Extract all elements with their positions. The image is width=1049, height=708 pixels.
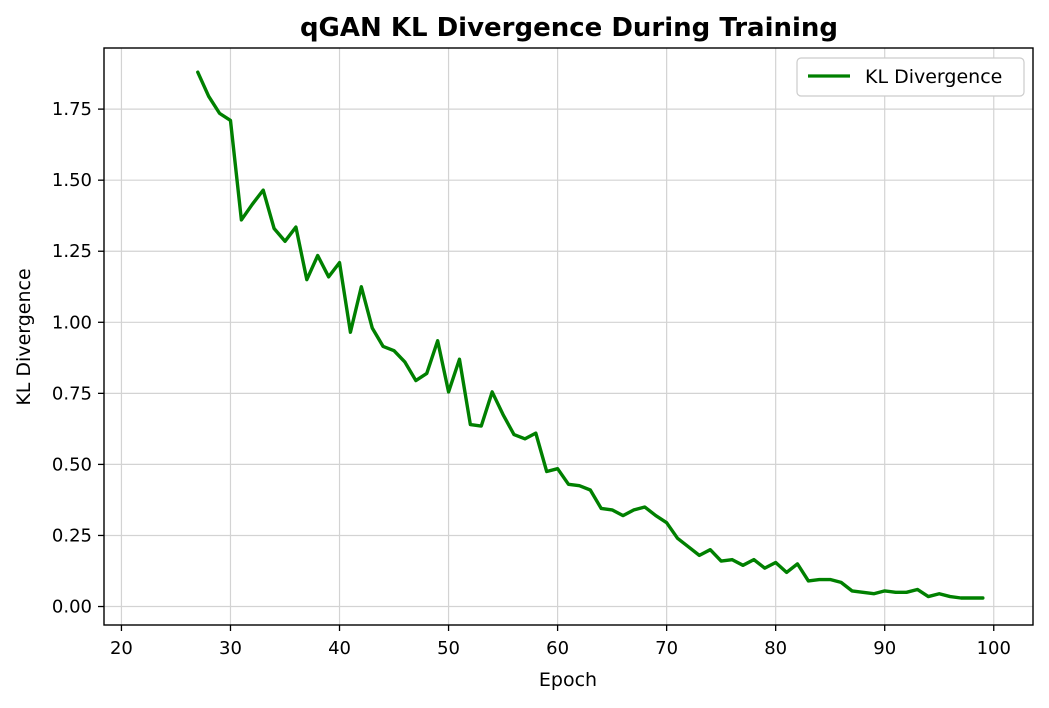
y-tick-label: 0.50 bbox=[52, 454, 92, 475]
x-tick-label: 80 bbox=[764, 638, 787, 659]
y-tick-label: 0.75 bbox=[52, 383, 92, 404]
x-tick-label: 20 bbox=[110, 638, 133, 659]
grid-lines bbox=[104, 48, 1033, 625]
x-tick-label: 100 bbox=[977, 638, 1011, 659]
y-tick-label: 1.50 bbox=[52, 170, 92, 191]
x-tick-label: 30 bbox=[219, 638, 242, 659]
x-tick-label: 40 bbox=[328, 638, 351, 659]
plot-frame bbox=[103, 47, 1034, 626]
series-line-kl-divergence bbox=[196, 70, 985, 600]
y-axis-ticks: 0.00 0.25 0.50 0.75 1.00 1.25 1.50 1.75 bbox=[52, 99, 104, 618]
y-tick-label: 1.25 bbox=[52, 241, 92, 262]
y-tick-label: 1.00 bbox=[52, 312, 92, 333]
x-axis-ticks: 20 30 40 50 60 70 80 90 100 bbox=[110, 625, 1011, 659]
y-tick-label: 0.00 bbox=[52, 597, 92, 618]
y-tick-label: 1.75 bbox=[52, 99, 92, 120]
y-axis-label: KL Divergence bbox=[13, 268, 35, 405]
x-tick-label: 50 bbox=[437, 638, 460, 659]
series-lines bbox=[196, 70, 985, 600]
x-axis-label: Epoch bbox=[539, 669, 597, 691]
legend-label: KL Divergence bbox=[865, 66, 1002, 88]
chart-title: qGAN KL Divergence During Training bbox=[300, 13, 838, 43]
x-tick-label: 70 bbox=[655, 638, 678, 659]
legend: KL Divergence bbox=[796, 57, 1025, 97]
legend-box bbox=[796, 57, 1025, 97]
y-tick-label: 0.25 bbox=[52, 525, 92, 546]
x-tick-label: 60 bbox=[546, 638, 569, 659]
x-tick-label: 90 bbox=[873, 638, 896, 659]
